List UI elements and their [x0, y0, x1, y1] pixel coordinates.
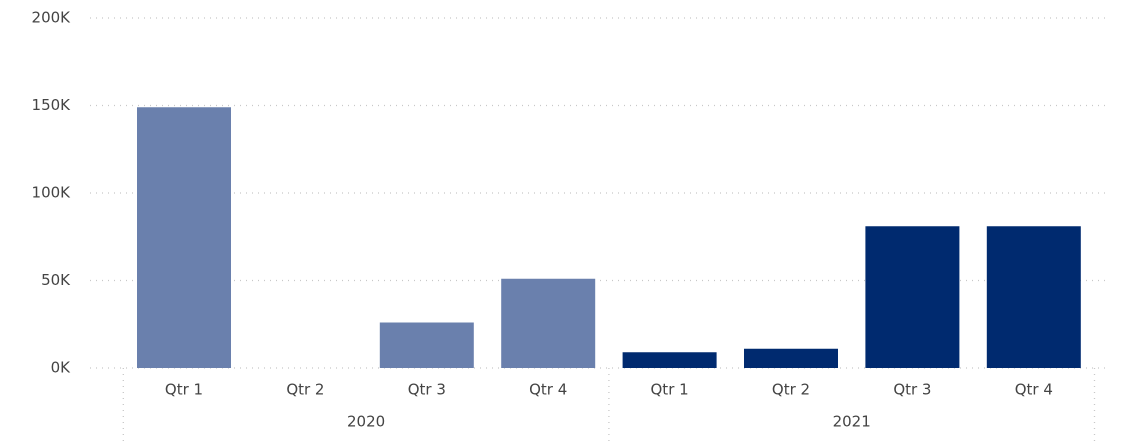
bar [622, 352, 717, 368]
x-tick-label: Qtr 4 [1015, 381, 1053, 399]
x-tick-label: Qtr 2 [772, 381, 810, 399]
y-tick-label: 0K [51, 359, 72, 377]
x-tick-label: Qtr 1 [651, 381, 689, 399]
x-tick-label: Qtr 3 [408, 381, 446, 399]
y-tick-label: 50K [41, 271, 71, 289]
x-tick-label: Qtr 3 [893, 381, 931, 399]
bar [744, 348, 838, 368]
bar [137, 107, 231, 368]
x-tick-label: Qtr 2 [286, 381, 324, 399]
bar [501, 278, 596, 368]
x-tick-label: Qtr 4 [529, 381, 567, 399]
bar [865, 226, 960, 368]
group-label: 2021 [833, 413, 871, 431]
y-tick-label: 200K [32, 9, 72, 27]
bar [986, 226, 1081, 368]
x-tick-label: Qtr 1 [165, 381, 203, 399]
bar [379, 322, 474, 368]
group-label: 2020 [347, 413, 385, 431]
y-tick-label: 150K [32, 96, 72, 114]
y-tick-label: 100K [32, 184, 72, 202]
